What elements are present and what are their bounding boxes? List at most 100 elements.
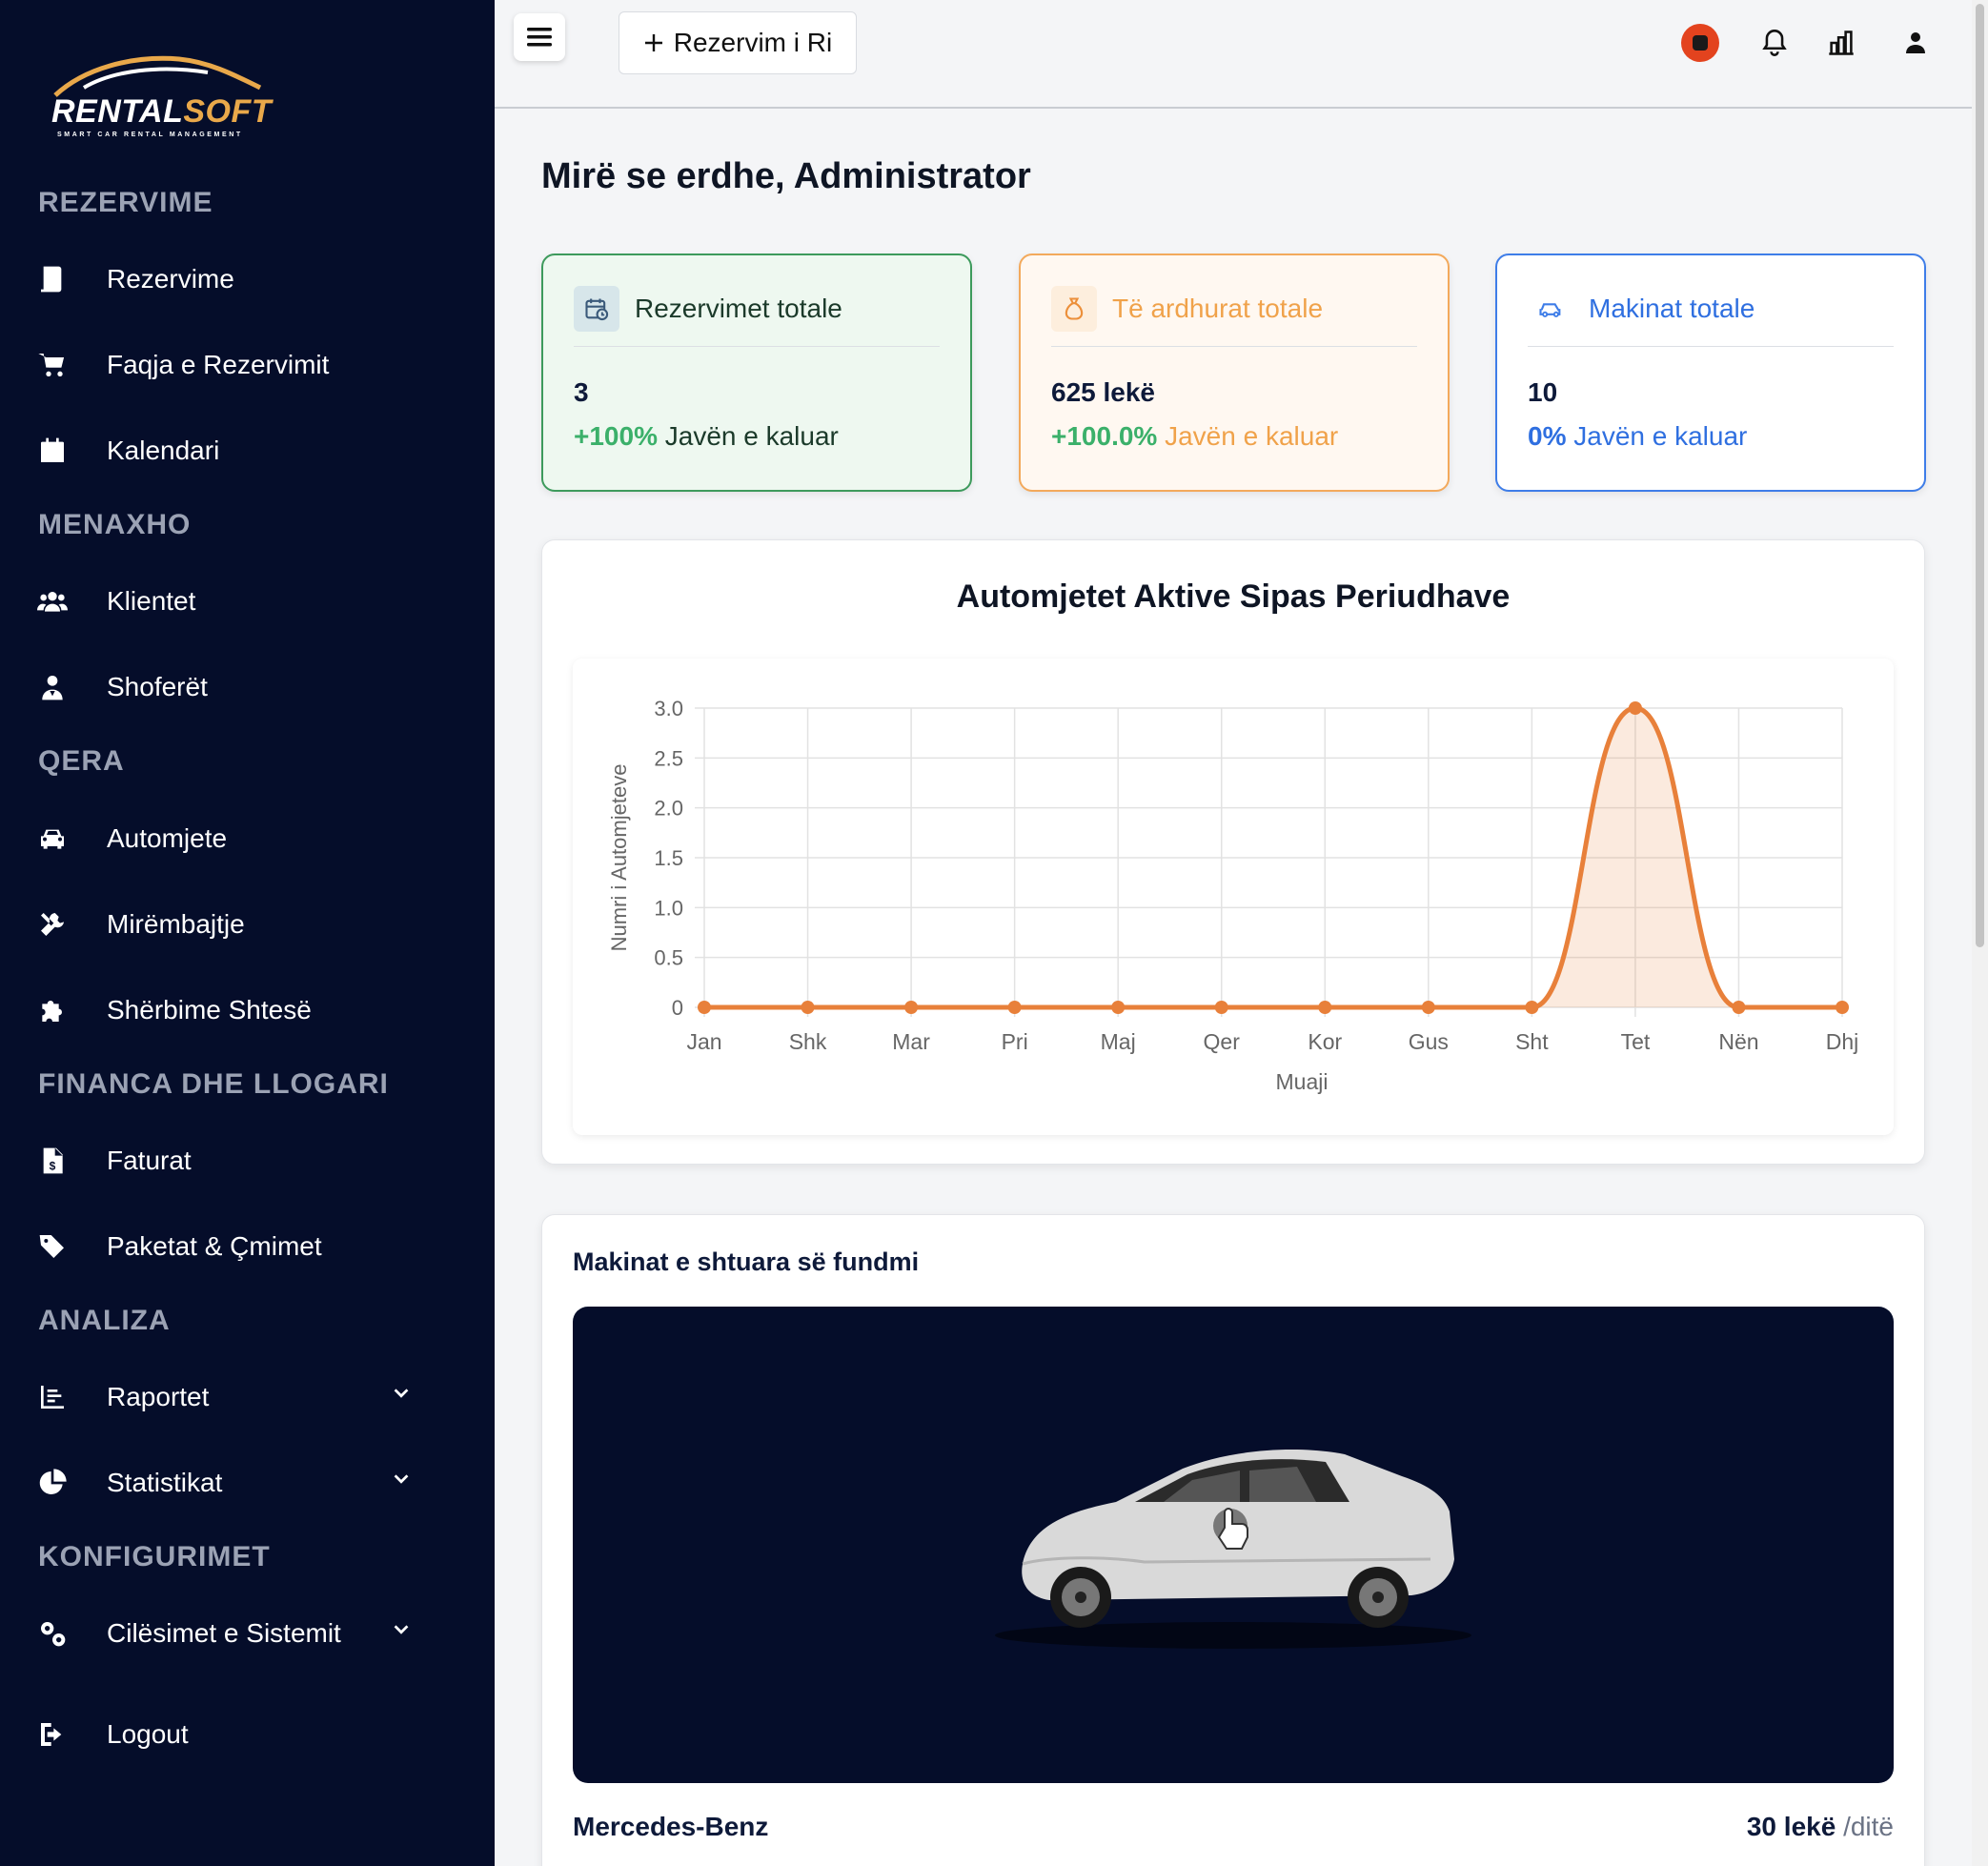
user-profile-button[interactable] — [1896, 23, 1936, 63]
stat-title: Makinat totale — [1589, 294, 1755, 323]
sidebar-item-logout[interactable]: Logout — [0, 1701, 495, 1768]
stat-title: Rezervimet totale — [635, 294, 842, 323]
y-tick-label: 2.5 — [654, 746, 683, 770]
calendar-clock-icon — [574, 286, 619, 332]
language-flag-button[interactable] — [1680, 23, 1720, 63]
bell-icon — [1762, 30, 1787, 56]
y-tick-label: 1.5 — [654, 846, 683, 870]
puzzle-icon — [36, 994, 69, 1026]
scrollbar-thumb[interactable] — [1976, 4, 1984, 947]
sidebar-item-label: Automjete — [107, 823, 228, 853]
x-tick-label: Dhj — [1826, 1029, 1859, 1054]
data-point — [904, 1001, 919, 1014]
sidebar-item-paketat-cmimet[interactable]: Paketat & Çmimet — [0, 1213, 495, 1280]
sidebar-item-mirembajtje[interactable]: Mirëmbajtje — [0, 891, 495, 958]
menu-toggle-button[interactable] — [514, 13, 565, 61]
chart-card: Automjetet Aktive Sipas Periudhave 0 0.5 1… — [541, 539, 1925, 1165]
x-tick-label: Gus — [1409, 1029, 1449, 1054]
stat-change: 0% Javën e kaluar — [1528, 421, 1747, 452]
x-tick-label: Sht — [1515, 1029, 1549, 1054]
y-tick-label: 1.0 — [654, 896, 683, 920]
sidebar-item-kalendari[interactable]: Kalendari — [0, 417, 495, 484]
stat-card-reservations[interactable]: Rezervimet totale 3 +100% Javën e kaluar — [541, 254, 972, 492]
sidebar-item-label: Kalendari — [107, 436, 220, 465]
chevron-down-icon[interactable] — [391, 1619, 419, 1648]
y-tick-label: 0.5 — [654, 946, 683, 970]
car-swoosh-icon — [53, 55, 262, 97]
sidebar-item-label: Logout — [107, 1719, 189, 1749]
sidebar-item-sherbime-shtese[interactable]: Shërbime Shtesë — [0, 977, 495, 1044]
data-point — [1318, 1001, 1332, 1014]
y-axis-label: Numri i Automjeteve — [607, 764, 631, 952]
stat-value: 625 lekë — [1051, 377, 1155, 407]
flag-icon — [1681, 24, 1719, 62]
x-tick-label: Maj — [1101, 1029, 1136, 1054]
pie-chart-icon — [36, 1467, 69, 1499]
x-tick-label: Shk — [789, 1029, 827, 1054]
stat-change-period: Javën e kaluar — [1573, 421, 1748, 451]
new-reservation-label: Rezervim i Ri — [673, 28, 833, 57]
svg-text:$: $ — [50, 1159, 56, 1172]
top-bar: Rezervim i Ri — [495, 0, 1972, 109]
car-icon — [1528, 286, 1573, 332]
logo-tagline: SMART CAR RENTAL MANAGEMENT — [57, 132, 243, 138]
stat-change: +100.0% Javën e kaluar — [1051, 421, 1338, 452]
section-financa: FINANCA DHE LLOGARI — [38, 1068, 389, 1100]
sidebar-item-label: Shërbime Shtesë — [107, 995, 312, 1024]
car-price: 30 lekë /ditë — [1747, 1812, 1894, 1842]
sidebar-item-klientet[interactable]: Klientet — [0, 568, 495, 635]
x-tick-label: Qer — [1204, 1029, 1241, 1054]
stat-change-percent: +100.0% — [1051, 421, 1158, 451]
stat-card-cars[interactable]: Makinat totale 10 0% Javën e kaluar — [1495, 254, 1926, 492]
data-point — [801, 1001, 815, 1014]
new-reservation-button[interactable]: Rezervim i Ri — [619, 11, 857, 74]
logout-icon — [36, 1718, 69, 1751]
plus-icon — [644, 34, 662, 51]
y-tick-label: 0 — [672, 996, 683, 1020]
stat-value: 10 — [1528, 377, 1558, 407]
sidebar-item-faturat[interactable]: $ Faturat — [0, 1127, 495, 1194]
data-point — [1525, 1001, 1539, 1014]
data-point — [1007, 1001, 1022, 1014]
sidebar-item-label: Statistikat — [107, 1468, 223, 1497]
sidebar-item-raportet[interactable]: Raportet — [0, 1364, 495, 1430]
sidebar-item-statistikat[interactable]: Statistikat — [0, 1450, 495, 1516]
calendar-icon — [36, 435, 69, 467]
sidebar-item-shoferet[interactable]: Shoferët — [0, 654, 495, 720]
series-area — [704, 708, 1842, 1007]
chevron-down-icon[interactable] — [391, 1469, 419, 1497]
page-scrollbar[interactable] — [1972, 0, 1988, 1866]
stat-change-period: Javën e kaluar — [664, 421, 839, 451]
section-analiza: ANALIZA — [38, 1305, 171, 1336]
stat-card-revenue[interactable]: Të ardhurat totale 625 lekë +100.0% Javë… — [1019, 254, 1450, 492]
section-qera: QERA — [38, 745, 125, 777]
money-bag-icon — [1051, 286, 1097, 332]
sidebar-item-automjete[interactable]: Automjete — [0, 805, 495, 872]
sidebar-item-faqja-e-rezervimit[interactable]: Faqja e Rezervimit — [0, 332, 495, 398]
x-tick-label: Nën — [1718, 1029, 1758, 1054]
sidebar-item-label: Rezervime — [107, 264, 234, 294]
section-rezervime: REZERVIME — [38, 187, 213, 218]
car-image[interactable] — [573, 1307, 1894, 1783]
logo-wordmark: RENTALSOFT — [51, 93, 273, 130]
chevron-down-icon[interactable] — [391, 1383, 419, 1411]
section-menaxho: MENAXHO — [38, 509, 192, 540]
sidebar-item-cilesimet-e-sistemit[interactable]: Cilësimet e Sistemit — [0, 1600, 495, 1667]
sidebar-item-label: Faqja e Rezervimit — [107, 350, 330, 379]
x-tick-label: Pri — [1002, 1029, 1028, 1054]
car-icon — [36, 822, 69, 855]
stat-change-percent: 0% — [1528, 421, 1567, 451]
sidebar-item-label: Cilësimet e Sistemit — [107, 1618, 341, 1648]
sidebar-item-label: Paketat & Çmimet — [107, 1231, 322, 1261]
recent-cars-title: Makinat e shtuara së fundmi — [573, 1247, 920, 1276]
section-konfigurimet: KONFIGURIMET — [38, 1541, 271, 1572]
car-name[interactable]: Mercedes-Benz — [573, 1812, 769, 1841]
gears-icon — [36, 1617, 69, 1650]
data-point — [1214, 1001, 1228, 1014]
logo[interactable]: RENTALSOFT SMART CAR RENTAL MANAGEMENT — [46, 50, 274, 145]
tags-icon — [36, 1230, 69, 1263]
analytics-button[interactable] — [1821, 23, 1861, 63]
y-tick-label: 3.0 — [654, 697, 683, 720]
notifications-button[interactable] — [1755, 23, 1795, 63]
sidebar-item-rezervime[interactable]: Rezervime — [0, 246, 495, 313]
